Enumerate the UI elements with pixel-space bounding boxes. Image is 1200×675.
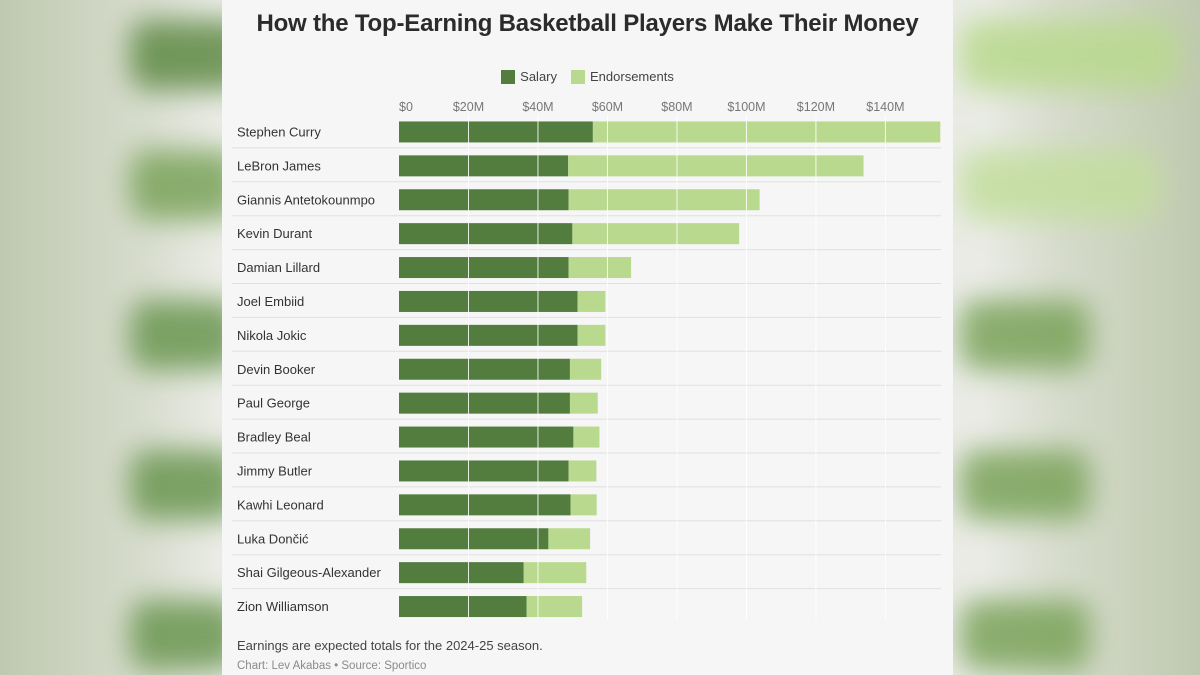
chart-title: How the Top-Earning Basketball Players M… — [256, 10, 919, 37]
x-tick-label-0: $0 — [399, 100, 413, 114]
bar-salary — [399, 223, 573, 245]
x-tick-label-7: $140M — [866, 100, 904, 114]
bar-chart: $0 $20M $40M $60M $80M $100M $120M $140M Stephen… — [232, 100, 941, 620]
bar-endorsements — [577, 324, 606, 346]
category-label: Giannis Antetokounmpo — [237, 192, 375, 207]
bar-endorsements — [573, 426, 600, 448]
category-label: Paul George — [237, 396, 310, 411]
category-label: Luka Dončić — [237, 531, 309, 546]
category-label: Bradley Beal — [237, 430, 311, 445]
bar-salary — [399, 494, 571, 516]
category-label: Damian Lillard — [237, 260, 320, 275]
bar-endorsements — [568, 189, 760, 211]
category-label: Kevin Durant — [237, 226, 313, 241]
bar-endorsements — [548, 528, 591, 550]
category-label: Nikola Jokic — [237, 328, 307, 343]
bar-endorsements — [526, 596, 583, 618]
chart-legend: Salary Endorsements — [222, 69, 953, 84]
legend-swatch-endorsements — [571, 69, 586, 84]
bar-salary — [399, 257, 569, 279]
chart-credit: Chart: Lev Akabas • Source: Sportico — [237, 660, 427, 672]
bar-endorsements — [577, 290, 606, 312]
category-label: Shai Gilgeous-Alexander — [237, 565, 381, 580]
category-label: Jimmy Butler — [237, 463, 313, 478]
bar-endorsements — [592, 121, 941, 143]
bar-salary — [399, 528, 549, 550]
chart-card: How the Top-Earning Basketball Players M… — [222, 0, 953, 675]
bar-endorsements — [523, 562, 587, 584]
category-label: Joel Embiid — [237, 294, 304, 309]
bar-salary — [399, 562, 524, 584]
legend-item-endorsements: Endorsements — [571, 69, 674, 84]
category-label: Devin Booker — [237, 362, 316, 377]
bar-salary — [399, 290, 578, 312]
bar-endorsements — [569, 392, 598, 414]
x-tick-label-3: $60M — [592, 100, 623, 114]
category-label: Kawhi Leonard — [237, 497, 324, 512]
bar-salary — [399, 358, 570, 380]
bar-endorsements — [568, 257, 632, 279]
category-label: Zion Williamson — [237, 599, 329, 614]
x-tick-label-1: $20M — [453, 100, 484, 114]
chart-footnote: Earnings are expected totals for the 202… — [237, 638, 543, 653]
bar-endorsements — [568, 155, 864, 177]
bar-salary — [399, 426, 574, 448]
x-tick-label-5: $100M — [727, 100, 765, 114]
bar-endorsements — [570, 494, 597, 516]
bar-endorsements — [568, 460, 597, 482]
bar-endorsements — [572, 223, 740, 245]
category-label: Stephen Curry — [237, 124, 321, 139]
legend-swatch-salary — [501, 69, 516, 84]
bar-salary — [399, 460, 569, 482]
legend-label-salary: Salary — [520, 69, 558, 84]
bar-endorsements — [569, 358, 602, 380]
category-label: LeBron James — [237, 158, 321, 173]
legend-label-endorsements: Endorsements — [590, 69, 674, 84]
bar-salary — [399, 324, 578, 346]
legend-item-salary: Salary — [501, 69, 557, 84]
bar-salary — [399, 189, 569, 211]
x-tick-label-6: $120M — [797, 100, 835, 114]
bar-salary — [399, 121, 593, 143]
bar-salary — [399, 596, 527, 618]
x-tick-label-4: $80M — [661, 100, 692, 114]
bar-salary — [399, 392, 570, 414]
x-tick-label-2: $40M — [522, 100, 553, 114]
bar-salary — [399, 155, 569, 177]
